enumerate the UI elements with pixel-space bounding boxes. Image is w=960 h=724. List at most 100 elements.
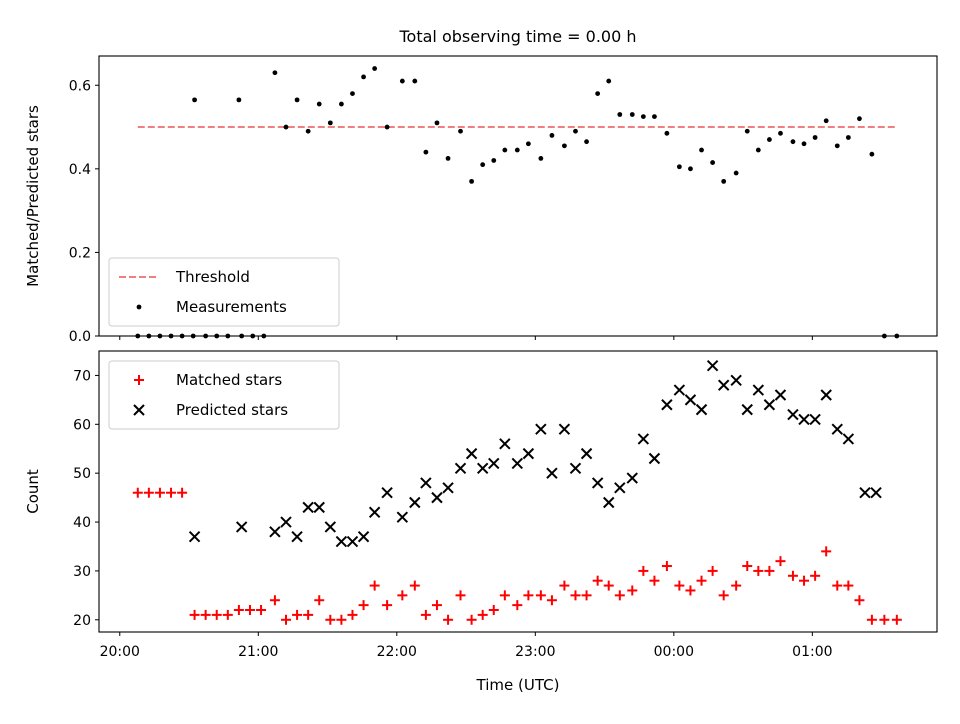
data-point: [431, 600, 442, 611]
data-point: [511, 457, 524, 470]
data-point: [857, 116, 862, 122]
data-point: [721, 178, 727, 184]
data-point: [842, 433, 855, 445]
data-point: [606, 78, 612, 84]
data-point: [466, 614, 477, 625]
data-point: [731, 580, 742, 591]
data-point: [283, 124, 289, 130]
legend-marker: [136, 304, 142, 310]
x-tick-label: 20:00: [100, 644, 140, 660]
data-point: [382, 600, 393, 611]
data-point: [661, 399, 673, 411]
legend-box: [108, 360, 340, 430]
data-point: [742, 561, 753, 572]
data-point: [350, 91, 355, 97]
data-point: [469, 178, 474, 184]
data-point: [522, 447, 535, 460]
data-point: [674, 580, 685, 591]
data-point: [688, 166, 693, 172]
legend: Matched stars Predicted stars: [108, 360, 340, 430]
data-point: [512, 600, 523, 611]
legend-box: [108, 257, 340, 327]
y-tick-label: 50: [73, 466, 91, 482]
series-predicted-stars: [188, 359, 882, 548]
data-point: [767, 137, 772, 142]
y-tick-label: 60: [73, 417, 91, 433]
data-point: [292, 609, 303, 620]
data-point: [303, 609, 314, 620]
data-point: [412, 78, 418, 84]
data-point: [820, 389, 832, 401]
data-point: [879, 614, 890, 625]
data-point: [755, 147, 761, 153]
data-point: [831, 423, 843, 435]
data-point: [695, 403, 708, 416]
data-point: [546, 595, 557, 606]
data-point: [420, 609, 431, 620]
x-tick-label: 01:00: [792, 644, 832, 660]
data-point: [733, 170, 739, 176]
data-point: [562, 143, 567, 149]
data-point: [741, 403, 753, 416]
data-point: [368, 506, 381, 518]
data-point: [316, 101, 322, 107]
data-point: [614, 482, 626, 494]
data-point: [559, 580, 570, 591]
legend-marker: [133, 404, 145, 416]
data-point: [869, 151, 875, 157]
data-point: [166, 487, 177, 498]
count-panel: 20 30 40 50 60 70 20:00 21:00 22:00 23:00 00:00 01:…: [24, 350, 938, 694]
data-point: [327, 120, 333, 126]
data-point: [891, 614, 902, 625]
data-point: [640, 114, 646, 119]
x-axis-label: Time (UTC): [476, 676, 560, 694]
data-point: [357, 530, 370, 543]
chart-title: Total observing time = 0.00 h: [398, 27, 636, 46]
data-point: [525, 141, 531, 147]
data-point: [143, 487, 154, 498]
data-point: [684, 394, 697, 406]
data-point: [573, 128, 578, 134]
data-point: [810, 570, 821, 581]
data-point: [538, 155, 544, 161]
data-point: [649, 575, 660, 586]
data-point: [859, 487, 871, 499]
data-point: [710, 160, 716, 165]
data-point: [397, 590, 408, 601]
data-point: [580, 447, 593, 460]
data-point: [570, 590, 581, 601]
data-point: [488, 605, 499, 616]
data-point: [361, 74, 366, 80]
data-point: [189, 609, 200, 620]
data-point: [336, 614, 347, 625]
data-point: [843, 580, 854, 591]
y-tick-label: 70: [73, 368, 91, 384]
data-point: [790, 139, 796, 145]
data-point: [236, 97, 242, 103]
data-point: [775, 556, 786, 567]
data-point: [752, 384, 765, 396]
y-tick-label: 40: [73, 515, 91, 531]
data-point: [324, 521, 337, 533]
data-point: [787, 570, 798, 581]
y-tick-label: 0.0: [69, 329, 91, 345]
data-point: [834, 143, 840, 149]
data-point: [569, 462, 582, 474]
data-point: [753, 565, 764, 576]
data-point: [488, 457, 500, 470]
y-tick-label: 20: [73, 613, 91, 629]
legend: Threshold Measurements: [108, 257, 340, 327]
plot-frame: [98, 350, 938, 633]
x-tick-label: 23:00: [515, 644, 555, 660]
data-point: [676, 164, 682, 170]
legend-label: Measurements: [176, 298, 287, 316]
data-point: [434, 120, 440, 126]
data-point: [491, 158, 497, 163]
y-tick-label: 0.6: [69, 78, 91, 94]
data-point: [696, 575, 707, 586]
data-point: [821, 546, 832, 557]
data-point: [154, 487, 165, 498]
y-axis-label: Count: [24, 469, 42, 514]
x-tick-label: 22:00: [377, 644, 417, 660]
